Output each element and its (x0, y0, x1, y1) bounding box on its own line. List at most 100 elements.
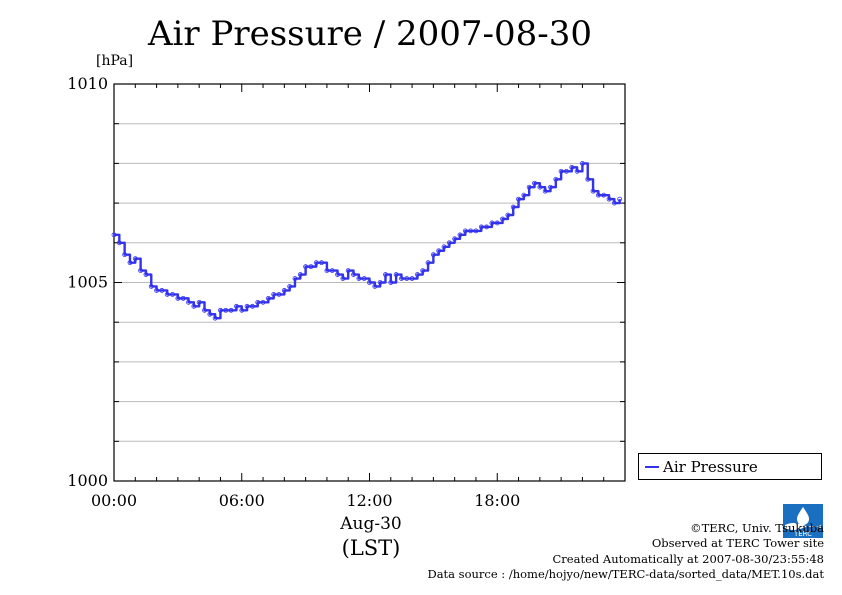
data-point (425, 260, 431, 266)
legend-series-label: Air Pressure (663, 457, 758, 476)
data-point (489, 220, 495, 226)
data-point (116, 240, 122, 246)
data-point (271, 292, 277, 297)
data-point (532, 180, 537, 186)
data-point (537, 184, 543, 190)
data-point (111, 232, 117, 238)
data-point (356, 276, 362, 281)
data-point (292, 276, 298, 281)
data-point (446, 240, 452, 246)
data-point (308, 264, 314, 270)
data-point (500, 216, 505, 222)
x-tick-label: 12:00 (346, 491, 392, 510)
x-tick-label: 06:00 (219, 491, 265, 510)
data-point (372, 284, 378, 289)
data-point (393, 272, 399, 277)
data-point (249, 303, 255, 309)
data-point (244, 303, 250, 309)
data-point (580, 160, 585, 166)
data-point (212, 315, 218, 321)
data-point (313, 260, 319, 266)
data-point (186, 299, 191, 305)
data-point (234, 303, 239, 309)
x-tick-label: 00:00 (91, 491, 137, 510)
data-point (436, 248, 442, 254)
credits-site: Observed at TERC Tower site (651, 536, 824, 551)
data-point (367, 280, 372, 285)
data-point (473, 228, 479, 234)
data-point (228, 307, 234, 313)
terc-logo-icon: TERC (783, 504, 823, 538)
y-tick-label: 1005 (67, 273, 108, 292)
legend-series-swatch (645, 465, 659, 468)
data-point (260, 299, 266, 305)
data-point (276, 292, 282, 297)
data-point (218, 307, 223, 313)
data-point (606, 196, 612, 202)
data-point (132, 256, 138, 262)
data-point (143, 272, 149, 277)
data-point (345, 268, 351, 273)
plot-frame (113, 83, 626, 482)
data-point (553, 176, 559, 182)
data-point (340, 276, 346, 281)
data-point (122, 252, 128, 258)
credits-created: Created Automatically at 2007-08-30/23:5… (552, 551, 825, 566)
data-point (377, 280, 383, 285)
data-point (154, 288, 159, 293)
data-point (430, 252, 436, 258)
data-point (494, 220, 500, 226)
data-point (409, 276, 415, 281)
data-point (170, 292, 175, 297)
data-point (564, 168, 569, 174)
data-point (542, 188, 548, 194)
data-point (399, 276, 404, 281)
data-point (138, 268, 144, 273)
data-point (601, 192, 607, 198)
data-point (457, 232, 463, 238)
data-point (148, 284, 154, 289)
data-point (191, 303, 197, 309)
data-point (484, 224, 490, 230)
y-tick-label: 1010 (67, 74, 108, 93)
credits-block: ©TERC, Univ. Tsukuba Observed at TERC To… (427, 521, 824, 583)
data-point (521, 192, 527, 198)
data-point (239, 307, 245, 313)
data-point (441, 244, 447, 250)
data-point (617, 196, 623, 202)
data-point (558, 168, 564, 174)
data-point (324, 268, 330, 273)
data-point (223, 307, 229, 313)
data-point (415, 272, 420, 277)
data-point (287, 284, 293, 289)
data-point (516, 196, 521, 202)
credits-org: ©TERC, Univ. Tsukuba (690, 521, 824, 535)
series-line (114, 162, 621, 320)
data-point (175, 295, 181, 301)
data-point (265, 295, 271, 301)
data-point (297, 272, 303, 277)
data-point (303, 264, 309, 270)
data-point (329, 268, 335, 273)
data-point (196, 299, 202, 305)
data-point (452, 236, 458, 242)
data-point (361, 276, 367, 281)
data-point (611, 200, 617, 206)
data-point (420, 268, 426, 273)
y-tick-label: 1000 (67, 471, 108, 490)
data-point (281, 288, 287, 293)
data-point (164, 292, 170, 297)
x-axis-timezone-label: (LST) (341, 536, 401, 560)
data-point (207, 311, 213, 317)
data-point (319, 260, 324, 266)
chart-title: Air Pressure / 2007-08-30 (147, 14, 592, 54)
data-point (383, 272, 388, 277)
data-point (127, 260, 133, 266)
x-axis-date-label: Aug-30 (340, 514, 402, 534)
data-point (462, 228, 468, 234)
data-point (510, 204, 516, 210)
data-point (595, 192, 601, 198)
data-point (404, 276, 410, 281)
x-tick-label: 18:00 (474, 491, 520, 510)
